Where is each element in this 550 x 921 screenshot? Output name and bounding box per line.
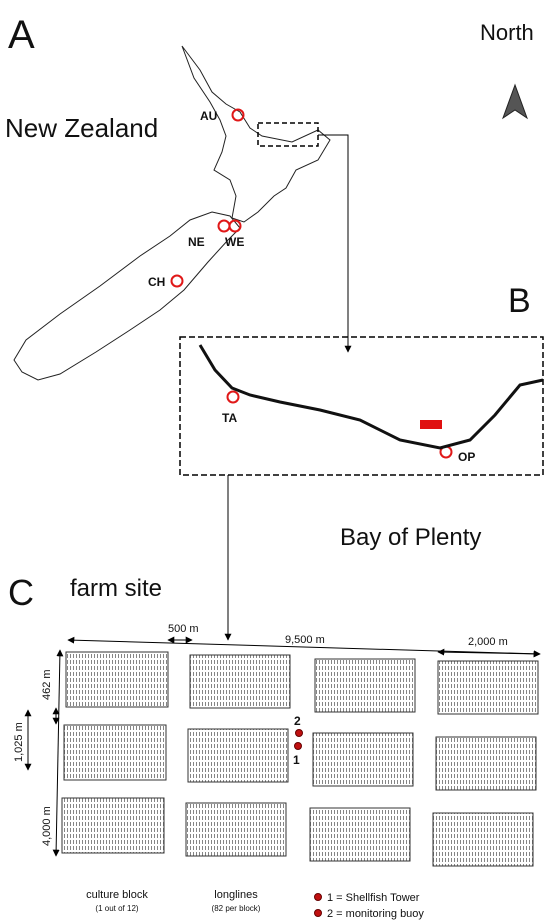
culture-block <box>314 658 416 713</box>
legend-note: (1 out of 12) <box>95 904 138 913</box>
site-label: OP <box>458 450 475 464</box>
north-label: North <box>480 20 534 45</box>
site-marker <box>170 274 184 288</box>
marker-label: 2 <box>294 714 301 728</box>
tower-marker <box>294 742 302 750</box>
dimension-label: 2,000 m <box>468 636 508 648</box>
culture-block <box>63 724 167 781</box>
dimension-label: 1,025 m <box>13 722 25 762</box>
dimension-line <box>52 649 64 857</box>
panel-label: A <box>8 13 35 57</box>
arrow <box>318 134 352 353</box>
legend-note: (82 per block) <box>212 904 261 913</box>
legend-label: culture block <box>86 889 148 901</box>
culture-block <box>432 812 534 867</box>
legend-label: longlines <box>214 889 258 901</box>
dimension-label: 500 m <box>168 623 199 635</box>
region-label: Bay of Plenty <box>340 524 481 551</box>
site-label: AU <box>200 109 217 123</box>
culture-block <box>65 651 169 708</box>
north-arrow <box>502 83 528 120</box>
south-island <box>13 211 241 381</box>
dimension-label: 9,500 m <box>285 634 325 646</box>
culture-block <box>189 654 291 709</box>
inset-box <box>179 336 544 476</box>
culture-blocks <box>61 651 539 867</box>
site-marker <box>226 390 240 404</box>
culture-block <box>435 736 537 791</box>
country-label: New Zealand <box>5 113 158 143</box>
coastline <box>198 344 544 450</box>
farm-location <box>420 420 442 429</box>
site-label: WE <box>225 235 244 249</box>
legend-marker <box>314 893 322 901</box>
buoy-marker <box>295 729 303 737</box>
panel-label: C <box>8 572 34 613</box>
north-island <box>181 45 331 223</box>
legend-item: 2 = monitoring buoy <box>327 908 424 920</box>
site-label: NE <box>188 235 205 249</box>
marker-label: 1 <box>293 753 300 767</box>
culture-block <box>312 732 414 787</box>
panel-label: B <box>508 282 531 320</box>
site-label: TA <box>222 411 237 425</box>
dimension-lines <box>24 636 541 857</box>
site-label: CH <box>148 275 165 289</box>
site-marker <box>228 219 242 233</box>
panel-title: farm site <box>70 575 162 602</box>
culture-block <box>437 660 539 715</box>
inset-box <box>257 122 319 147</box>
site-marker <box>231 108 245 122</box>
legend-marker <box>314 909 322 917</box>
culture-block <box>187 728 289 783</box>
dimension-label: 4,000 m <box>41 806 53 846</box>
culture-block <box>309 807 411 862</box>
culture-block <box>185 802 287 857</box>
dimension-line <box>437 648 541 658</box>
dimension-label: 462 m <box>41 669 53 700</box>
culture-block <box>61 797 165 854</box>
legend-item: 1 = Shellfish Tower <box>327 892 420 904</box>
